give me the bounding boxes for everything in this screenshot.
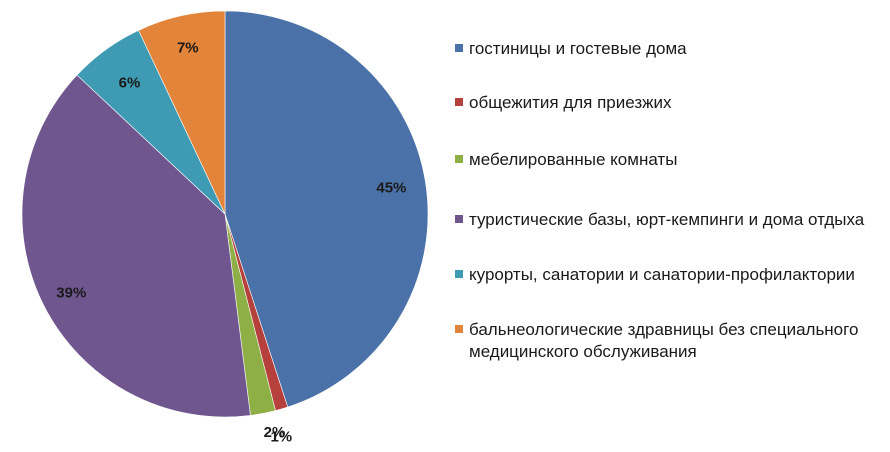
legend-item-furnished-rooms: мебелированные комнаты — [455, 149, 884, 171]
pie-label-hotels: 45% — [376, 180, 406, 197]
legend-swatch-furnished-rooms — [455, 155, 463, 163]
pie-slice-tourist-bases — [21, 74, 251, 418]
pie-slice-hotels — [224, 10, 429, 408]
pie-label-dormitories: 1% — [270, 428, 292, 445]
legend-label-balneological: бальнеологические здравницы без специаль… — [469, 320, 859, 361]
pie-label-balneological: 7% — [177, 40, 199, 57]
legend-label-hotels: гостиницы и гостевые дома — [469, 39, 687, 58]
pie-label-tourist-bases: 39% — [56, 284, 86, 301]
legend-item-hotels: гостиницы и гостевые дома — [455, 38, 884, 60]
pie-chart: 45% 1%2% 39% 6% 7% — [21, 10, 429, 446]
legend-label-dormitories: общежития для приезжих — [469, 93, 672, 112]
legend-swatch-tourist-bases — [455, 215, 463, 223]
pie-slices — [21, 10, 429, 418]
legend-item-resorts: курорты, санатории и санатории-профилакт… — [455, 264, 884, 286]
legend-swatch-hotels — [455, 44, 463, 52]
pie-labels: 45% 1%2% 39% 6% 7% — [56, 40, 406, 446]
legend-swatch-resorts — [455, 270, 463, 278]
legend-label-tourist-bases: туристические базы, юрт-кемпинги и дома … — [469, 210, 865, 229]
legend-label-resorts: курорты, санатории и санатории-профилакт… — [469, 265, 855, 284]
pie-label-furnished-rooms: 2% — [264, 424, 286, 441]
legend-item-dormitories: общежития для приезжих — [455, 92, 884, 114]
legend-label-furnished-rooms: мебелированные комнаты — [469, 150, 678, 169]
pie-slice-balneological — [138, 10, 226, 215]
pie-label-resorts: 6% — [119, 75, 141, 92]
legend-item-balneological: бальнеологические здравницы без специаль… — [455, 319, 884, 363]
legend-item-tourist-bases: туристические базы, юрт-кемпинги и дома … — [455, 209, 884, 231]
legend-swatch-balneological — [455, 325, 463, 333]
legend-swatch-dormitories — [455, 98, 463, 106]
